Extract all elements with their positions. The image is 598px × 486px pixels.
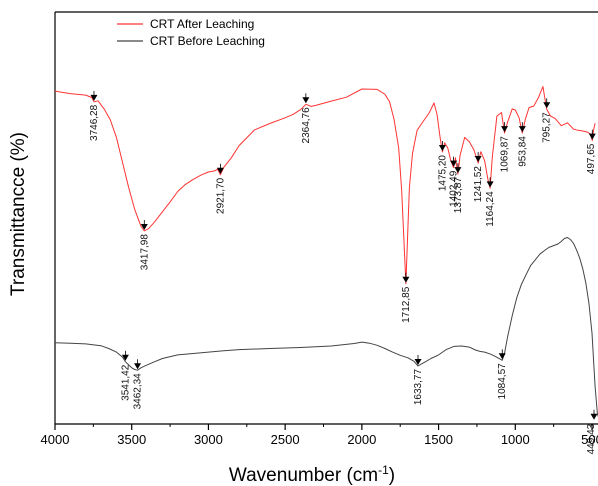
peak-annotation: 795,27 <box>542 98 553 143</box>
peak-arrow-icon <box>90 94 98 101</box>
peak-annotation: 3746,28 <box>89 90 100 141</box>
peak-annotation: 2364,76 <box>301 93 312 143</box>
x-tick-label: 2500 <box>271 432 300 447</box>
peak-label: 449,43 <box>586 423 597 454</box>
peak-arrow-icon <box>140 224 148 231</box>
annotation-layer: 3746,28 3417,98 2921,70 2364,76 1712,85 1475,… <box>89 90 598 454</box>
peak-label: 1069,87 <box>500 136 511 173</box>
x-tick-label: 500 <box>581 432 598 447</box>
peak-label: 2921,70 <box>215 177 226 214</box>
peak-label: 1373,87 <box>453 177 464 214</box>
peak-label: 3746,28 <box>89 104 100 141</box>
y-axis-title: Transmittancce (%) <box>8 132 29 296</box>
peak-annotation: 3462,34 <box>133 359 144 409</box>
peak-arrow-icon <box>438 145 446 152</box>
peak-arrow-icon <box>474 156 482 163</box>
peak-arrow-icon <box>414 358 422 365</box>
x-tick-label: 3500 <box>117 432 146 447</box>
peak-annotation: 1475,20 <box>437 141 448 191</box>
peak-annotation: 1373,87 <box>453 163 464 213</box>
peak-label: 1084,57 <box>497 363 508 400</box>
peak-label: 497,65 <box>586 143 597 174</box>
peak-arrow-icon <box>450 160 458 167</box>
peak-label: 953,84 <box>517 136 528 167</box>
legend-label: CRT Before Leaching <box>150 34 265 48</box>
peak-arrow-icon <box>486 181 494 188</box>
peak-annotation: 3417,98 <box>139 220 150 270</box>
peak-annotation: 1402,49 <box>449 156 460 207</box>
plot-frame <box>54 11 598 425</box>
peak-arrow-icon <box>518 126 526 133</box>
peak-arrow-icon <box>216 167 224 174</box>
peak-label: 1475,20 <box>437 155 448 192</box>
x-tick-label: 4000 <box>41 432 70 447</box>
peak-arrow-icon <box>498 353 506 360</box>
series-line-after-leaching <box>55 86 596 285</box>
peak-annotation: 1069,87 <box>500 122 511 172</box>
peak-arrow-icon <box>454 167 462 174</box>
x-tick-label: 2000 <box>347 432 376 447</box>
x-tick-label: 3000 <box>194 432 223 447</box>
x-axis-ticks: 4000 3500 3000 2500 2000 1500 1000 500 <box>41 424 598 447</box>
peak-label: 3417,98 <box>139 234 150 271</box>
peak-annotation: 3541,42 <box>120 350 131 401</box>
peak-arrow-icon <box>402 276 410 283</box>
x-axis-title: Wavenumber (cm-1) <box>229 463 395 486</box>
x-axis-title-superscript: -1 <box>378 463 389 477</box>
peak-annotation: 1084,57 <box>497 349 508 399</box>
peak-annotation: 497,65 <box>586 129 597 174</box>
peak-label: 1402,49 <box>449 170 460 207</box>
peak-annotation: 953,84 <box>517 122 528 167</box>
peak-arrow-icon <box>590 413 598 420</box>
peak-arrow-icon <box>543 102 551 109</box>
peak-label: 1712,85 <box>401 286 412 323</box>
peak-arrow-icon <box>588 133 596 140</box>
peak-label: 1241,52 <box>473 166 484 203</box>
peak-annotation: 1633,77 <box>413 354 424 406</box>
peak-label: 3541,42 <box>120 364 131 401</box>
peak-annotation: 1241,52 <box>473 152 484 202</box>
series-layer <box>55 86 598 418</box>
peak-annotation: 2921,70 <box>215 163 226 214</box>
peak-label: 795,27 <box>542 112 553 143</box>
legend-label: CRT After Leaching <box>150 17 254 31</box>
peak-arrow-icon <box>302 97 310 104</box>
peak-label: 1164,24 <box>485 191 496 227</box>
x-tick-label: 1500 <box>424 432 453 447</box>
peak-label: 2364,76 <box>301 107 312 144</box>
peak-label: 1633,77 <box>413 369 424 406</box>
peak-arrow-icon <box>134 363 142 370</box>
series-line-before-leaching <box>55 237 598 418</box>
x-tick-label: 1000 <box>501 432 530 447</box>
legend: CRT After Leaching CRT Before Leaching <box>117 17 265 48</box>
peak-annotation: 1164,24 <box>485 177 496 227</box>
peak-label: 3462,34 <box>133 373 144 410</box>
peak-arrow-icon <box>501 126 509 133</box>
peak-annotation: 449,43 <box>586 409 598 454</box>
peak-arrow-icon <box>121 354 129 361</box>
peak-annotation: 1712,85 <box>401 272 412 323</box>
